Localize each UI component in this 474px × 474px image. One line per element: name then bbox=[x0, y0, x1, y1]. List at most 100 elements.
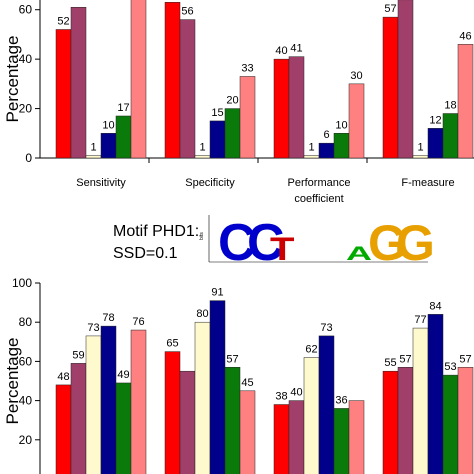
bar bbox=[239, 390, 256, 474]
bar bbox=[457, 367, 474, 474]
data-label: 38 bbox=[275, 391, 287, 403]
data-label: 80 bbox=[196, 308, 208, 320]
data-label: 30 bbox=[350, 70, 362, 82]
bar bbox=[382, 370, 399, 474]
data-label: 76 bbox=[132, 316, 144, 328]
data-label: 15 bbox=[211, 107, 223, 119]
y-tick-label: 40 bbox=[19, 394, 33, 408]
data-label: 10 bbox=[335, 119, 347, 131]
y-tick-label: 20 bbox=[19, 433, 33, 447]
data-label: 36 bbox=[335, 394, 347, 406]
bar bbox=[85, 335, 102, 474]
bar bbox=[318, 335, 335, 474]
bar bbox=[397, 0, 414, 159]
logo-letter: A bbox=[346, 243, 372, 265]
bar bbox=[303, 155, 320, 159]
data-label: 91 bbox=[211, 287, 223, 299]
bar bbox=[288, 56, 305, 159]
bar bbox=[382, 16, 399, 159]
logo-letter: G bbox=[368, 215, 407, 271]
data-label: 84 bbox=[429, 300, 441, 312]
data-label: 1 bbox=[90, 142, 96, 154]
logo-axis-label: bits bbox=[199, 232, 205, 240]
bar bbox=[412, 327, 429, 474]
bar bbox=[115, 382, 132, 474]
data-label: 48 bbox=[57, 371, 69, 383]
data-label: 55 bbox=[384, 357, 396, 369]
bar bbox=[273, 58, 290, 159]
data-label: 12 bbox=[429, 114, 441, 126]
category-label: coefficient bbox=[294, 193, 343, 205]
data-label: 41 bbox=[290, 43, 302, 55]
bar bbox=[85, 155, 102, 159]
y-tick-label: 80 bbox=[19, 315, 33, 329]
bar bbox=[194, 155, 211, 159]
motif-block: Motif PHD1: SSD=0.1 bits CCT AGG bbox=[113, 214, 435, 272]
category-label: Performance bbox=[288, 177, 351, 189]
data-label: 20 bbox=[226, 95, 238, 107]
bar bbox=[179, 19, 196, 159]
data-label: 1 bbox=[199, 142, 205, 154]
y-axis-title: Percentage bbox=[3, 36, 22, 123]
data-label: 6 bbox=[323, 129, 329, 141]
data-label: 57 bbox=[384, 3, 396, 15]
data-label: 18 bbox=[444, 100, 456, 112]
bar bbox=[333, 408, 350, 474]
bar bbox=[442, 374, 459, 474]
y-tick-label: 0 bbox=[25, 151, 32, 165]
bar bbox=[457, 44, 474, 159]
data-label: 49 bbox=[117, 369, 129, 381]
bar bbox=[130, 0, 147, 159]
data-label: 77 bbox=[414, 314, 426, 326]
bar bbox=[55, 29, 72, 159]
bar bbox=[318, 142, 335, 159]
bar bbox=[194, 321, 211, 474]
bar bbox=[397, 367, 414, 474]
y-tick-label: 60 bbox=[19, 354, 33, 368]
y-tick-label: 20 bbox=[19, 102, 33, 116]
data-label: 65 bbox=[166, 338, 178, 350]
bar bbox=[348, 83, 365, 159]
category-label: Sensitivity bbox=[76, 177, 126, 189]
bar bbox=[224, 108, 241, 159]
bar bbox=[442, 113, 459, 159]
bar bbox=[348, 400, 365, 474]
motif-name: Motif PHD1: bbox=[113, 223, 199, 240]
bar bbox=[333, 133, 350, 159]
y-tick-label: 100 bbox=[12, 276, 32, 290]
bar bbox=[164, 2, 181, 159]
data-label: 10 bbox=[102, 119, 114, 131]
data-label: 46 bbox=[459, 30, 471, 42]
data-label: 57 bbox=[399, 353, 411, 365]
data-label: 73 bbox=[320, 322, 332, 334]
data-label: 78 bbox=[102, 312, 114, 324]
y-tick-label: 60 bbox=[19, 3, 33, 17]
bar bbox=[55, 384, 72, 474]
bar bbox=[427, 128, 444, 159]
data-label: 57 bbox=[459, 353, 471, 365]
bar bbox=[224, 367, 241, 474]
data-label: 57 bbox=[226, 353, 238, 365]
logo-letter: G bbox=[396, 215, 435, 271]
logo-letter: C bbox=[218, 214, 256, 272]
motif-ssd: SSD=0.1 bbox=[113, 245, 178, 262]
data-label: 52 bbox=[57, 15, 69, 27]
bar bbox=[288, 400, 305, 474]
bar bbox=[115, 115, 132, 159]
bar bbox=[100, 325, 117, 474]
data-label: 17 bbox=[117, 102, 129, 114]
logo-letter: C bbox=[247, 214, 285, 272]
data-label: 59 bbox=[72, 349, 84, 361]
top-chart: 0 20 40 60 Percentage 52 40 57 56 41 1 1 1 1 10 15 6 12 17… bbox=[3, 0, 474, 205]
logo-letter: T bbox=[270, 231, 294, 267]
data-label: 1 bbox=[308, 142, 314, 154]
bar bbox=[70, 6, 87, 159]
bar bbox=[100, 133, 117, 159]
data-label: 1 bbox=[417, 142, 423, 154]
bar bbox=[412, 155, 429, 159]
bar bbox=[303, 357, 320, 474]
category-label: Specificity bbox=[185, 177, 235, 189]
data-label: 45 bbox=[241, 377, 253, 389]
bar bbox=[239, 76, 256, 159]
